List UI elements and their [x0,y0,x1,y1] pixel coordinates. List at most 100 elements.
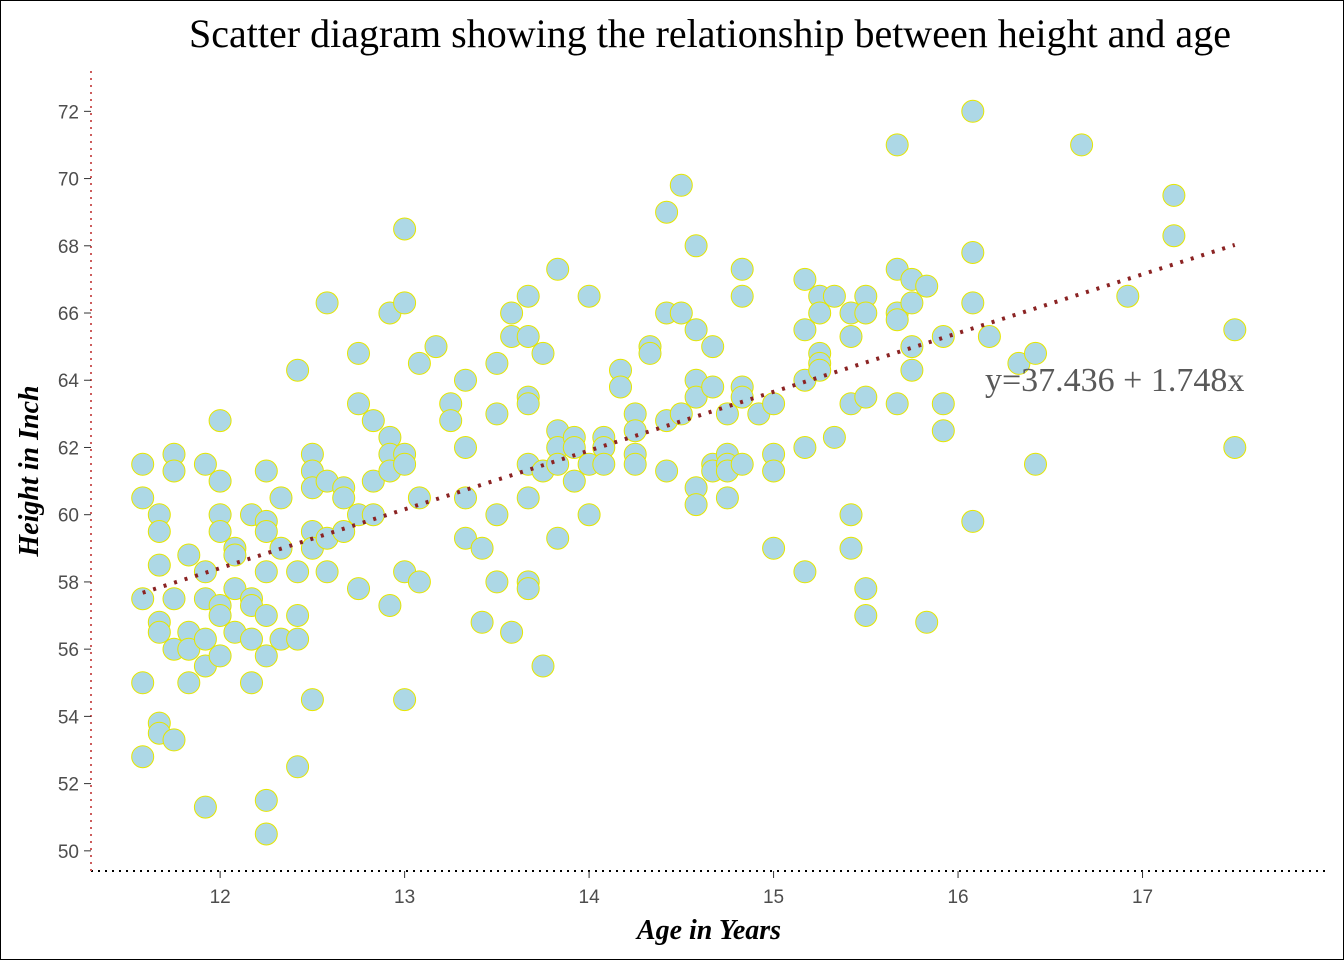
data-point [546,452,570,476]
data-point [393,452,417,476]
data-point [347,341,370,365]
data-point [254,459,278,483]
x-tick-label: 16 [947,887,968,908]
data-point [254,822,278,846]
points-layer [131,99,1247,846]
data-point [839,325,863,348]
data-point [546,257,570,281]
data-point [701,375,725,399]
data-point [454,486,477,510]
data-point [931,419,955,443]
data-point [240,627,263,651]
data-point [254,644,278,668]
data-point [577,503,601,527]
data-point [1070,133,1094,157]
data-point [177,671,201,695]
data-point [332,520,356,543]
data-point [485,402,509,426]
data-point [793,436,817,459]
data-point [193,795,217,819]
data-point [208,469,232,493]
data-point [131,486,155,510]
data-point [254,560,278,584]
data-point [684,318,708,342]
data-point [546,526,570,550]
data-point [177,637,201,661]
x-axis-title: Age in Years [635,915,781,946]
data-point [332,486,356,510]
data-point [470,536,494,560]
trendline [142,243,1236,595]
data-point [669,301,693,325]
data-point [254,788,278,812]
data-point [669,173,693,197]
data-point [638,341,662,365]
data-point [208,604,232,627]
data-point [701,335,725,359]
data-point [439,409,463,433]
data-point [854,301,878,325]
data-point [131,745,155,769]
data-point [393,217,417,241]
data-point [885,392,909,416]
data-point [286,560,310,584]
data-point [147,553,171,577]
data-point [393,688,417,712]
data-point [162,728,186,752]
data-point [147,520,171,543]
data-point [669,402,693,426]
data-point [286,627,310,651]
data-point [454,368,477,392]
data-point [793,318,817,342]
data-point [900,358,924,382]
data-point [730,284,754,308]
data-point [208,409,232,433]
data-point [854,385,878,409]
y-tick-label: 56 [58,640,79,661]
data-point [684,385,708,409]
data-point [793,267,817,291]
data-point [623,452,647,476]
data-point [655,200,679,224]
x-tick-label: 12 [210,887,231,908]
data-point [208,644,232,668]
data-point [485,570,509,594]
x-tick-label: 13 [394,887,415,908]
data-point [900,291,924,315]
data-point [1223,318,1247,342]
data-point [562,469,586,493]
y-tick-label: 62 [58,438,79,459]
data-point [286,358,310,382]
data-point [915,610,939,634]
data-point [961,291,985,315]
data-point [162,587,186,611]
data-point [240,671,263,695]
data-point [470,610,494,634]
data-point [655,459,679,483]
data-point [147,620,171,644]
data-point [900,335,924,359]
data-point [1024,341,1047,365]
y-tick-label: 60 [58,506,79,527]
data-point [393,291,417,315]
data-point [1024,452,1047,476]
data-point [454,526,477,550]
x-tick-label: 15 [763,887,784,908]
data-point [808,301,832,325]
data-point [407,351,431,375]
y-tick-label: 68 [58,237,79,258]
data-point [407,486,431,510]
data-point [131,587,155,611]
data-point [762,536,786,560]
data-point [193,452,217,476]
data-point [822,425,846,449]
data-point [808,358,832,382]
data-point [407,570,431,594]
data-point [885,308,909,332]
data-point [500,301,524,325]
data-point [915,274,939,298]
y-axis-title: Height in Inch [14,385,45,557]
data-point [715,402,739,426]
data-point [454,436,477,459]
data-point [977,325,1001,348]
